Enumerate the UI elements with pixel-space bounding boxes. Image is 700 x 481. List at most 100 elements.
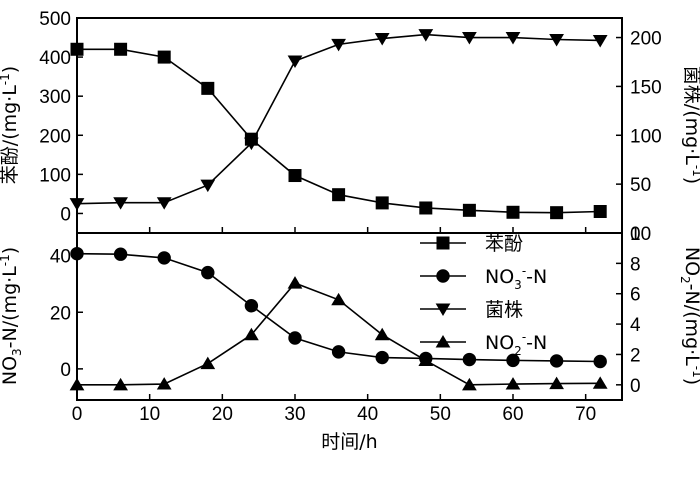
x-tick-label: 0: [72, 404, 83, 425]
top-left-y-tick-label: 100: [39, 165, 71, 186]
x-tick-label: 20: [212, 404, 233, 425]
bottom-data-point: [331, 292, 346, 306]
bottom-data-point: [418, 353, 434, 367]
top-data-point: [157, 50, 171, 64]
top-data-point: [549, 34, 564, 47]
top-right-y-tick-label: 0: [630, 224, 641, 245]
bottom-data-point: [288, 331, 302, 345]
top-left-y-tick-label: 300: [39, 87, 71, 108]
x-tick-label: 70: [575, 404, 596, 425]
top-data-point: [550, 206, 564, 220]
bottom-left-y-tick-label: 0: [60, 360, 71, 381]
legend-marker: [436, 236, 450, 250]
x-tick-label: 60: [502, 404, 523, 425]
legend-marker: [435, 335, 451, 348]
top-data-point: [374, 33, 390, 46]
bottom-left-y-tick-label: 20: [50, 303, 71, 324]
bottom-right-y-tick-label: 2: [630, 345, 641, 366]
bottom-data-point: [374, 327, 390, 341]
bottom-data-point: [505, 377, 521, 390]
bottom-data-point: [506, 353, 520, 368]
legend-label: 菌株: [485, 299, 523, 321]
bottom-data-point: [592, 376, 608, 389]
top-right-y-tick-label: 200: [630, 29, 662, 50]
bottom-data-point: [462, 377, 477, 391]
bottom-left-y-axis-label: NO3-N/(mg·L-1): [0, 247, 24, 385]
top-right-y-tick-label: 50: [630, 175, 651, 196]
top-data-point: [506, 205, 520, 219]
top-left-y-axis-label: 苯酚/(mg·L-1): [0, 66, 21, 184]
top-plot-frame: [76, 17, 623, 234]
bottom-plot-frame: [76, 232, 623, 401]
bottom-data-point: [593, 354, 607, 369]
top-left-y-tick-label: 200: [39, 126, 71, 147]
top-data-point: [593, 205, 607, 218]
top-right-y-tick-label: 100: [630, 126, 662, 147]
axis-labels: 苯酚/(mg·L-1) 菌株/(mg·L-1) NO3-N/(mg·L-1) NO2-…: [0, 66, 700, 453]
x-tick-label: 30: [284, 404, 305, 425]
top-data-point: [419, 201, 433, 215]
top-data-point: [70, 42, 84, 56]
x-axis-label: 时间/h: [321, 431, 377, 453]
bottom-data-point: [375, 350, 389, 365]
top-data-point: [287, 55, 303, 68]
x-tick-label: 10: [139, 404, 160, 425]
top-left-y-tick-label: 0: [60, 204, 71, 225]
top-panel: 0 100 200 300 400 500 0 50 100 150 200: [39, 9, 661, 245]
bottom-right-y-tick-label: 6: [630, 285, 641, 306]
top-data-point: [375, 196, 389, 210]
top-data-point: [505, 32, 521, 45]
bottom-data-point: [549, 376, 564, 390]
bottom-data-point: [69, 377, 85, 391]
bottom-right-y-tick-label: 8: [630, 254, 641, 275]
top-right-y-axis-label: 菌株/(mg·L-1): [681, 66, 700, 184]
bottom-data-point: [331, 345, 346, 359]
bottom-data-point: [113, 247, 128, 261]
bottom-data-point: [70, 246, 84, 261]
top-left-y-tick-label: 400: [39, 48, 71, 69]
top-data-point: [201, 81, 215, 95]
top-data-point: [113, 197, 128, 210]
top-data-point: [418, 29, 434, 42]
top-data-point: [200, 179, 216, 193]
top-right-y-tick-label: 150: [630, 77, 662, 98]
legend-label: NO2--N: [485, 330, 547, 358]
top-data-point: [592, 34, 608, 48]
top-series-line-0: [77, 48, 601, 214]
bottom-data-point: [157, 251, 171, 265]
x-tick-label: 50: [430, 404, 451, 425]
legend-marker: [435, 303, 451, 316]
top-data-point: [288, 169, 302, 183]
bottom-data-point: [287, 276, 303, 289]
legend-label: 苯酚: [485, 233, 523, 255]
bottom-data-point: [244, 327, 259, 341]
bottom-data-point: [113, 377, 128, 391]
top-data-point: [69, 198, 85, 211]
x-tick-label: 40: [357, 404, 378, 425]
top-data-point: [156, 197, 172, 210]
top-series-line-1: [76, 33, 601, 205]
top-data-point: [244, 137, 259, 151]
top-data-point: [114, 42, 128, 56]
legend-label: NO3--N: [485, 264, 547, 292]
bottom-right-y-tick-label: 0: [630, 376, 641, 397]
bottom-right-y-axis-label: NO2-N/(mg·L-1): [678, 247, 700, 385]
top-data-point: [332, 188, 346, 202]
bottom-data-point: [462, 352, 477, 367]
bottom-data-point: [201, 265, 215, 280]
bottom-data-point: [244, 299, 259, 313]
bottom-right-y-tick-label: 4: [630, 315, 641, 336]
legend-marker: [436, 269, 450, 283]
top-data-point: [462, 203, 476, 217]
top-left-y-tick-label: 500: [39, 9, 71, 30]
bottom-data-point: [549, 354, 564, 368]
bottom-data-point: [200, 356, 216, 370]
bottom-data-point: [156, 377, 172, 390]
legend: 苯酚 NO3--N 菌株 NO2--N: [420, 233, 547, 358]
top-data-point: [331, 38, 346, 52]
bottom-left-y-tick-label: 40: [50, 247, 71, 268]
top-data-point: [462, 32, 477, 45]
bottom-right-y-tick-label: 10: [630, 224, 651, 245]
